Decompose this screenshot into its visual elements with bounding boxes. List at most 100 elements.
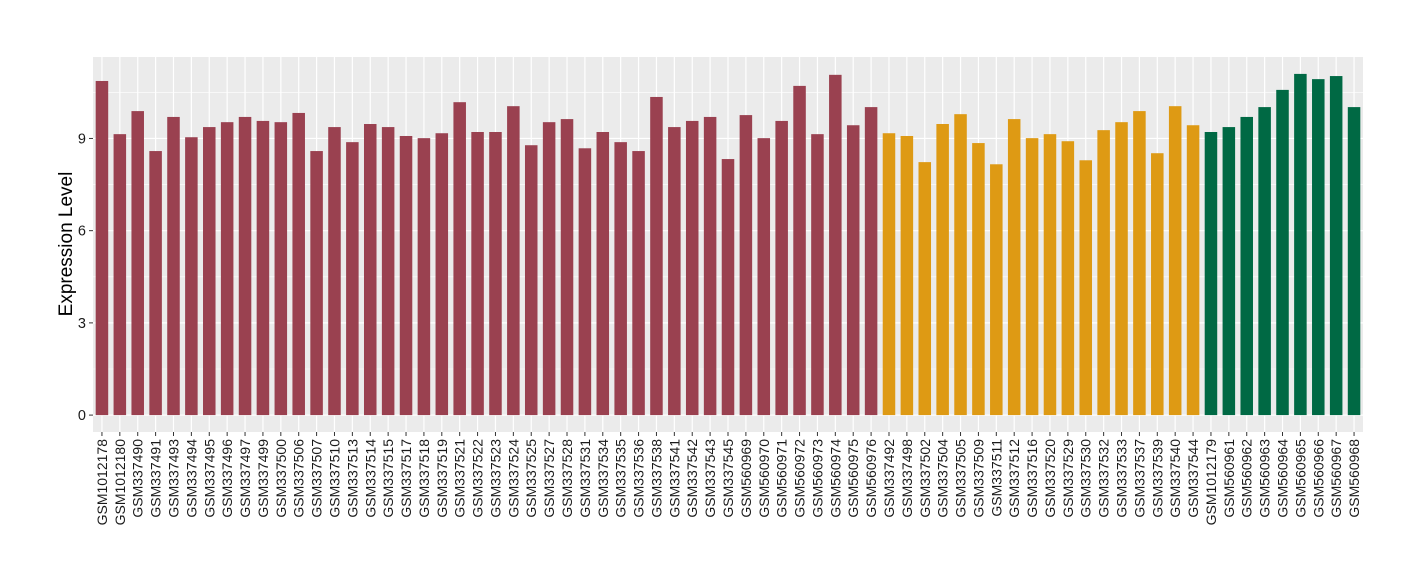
bar-GSM1012180: [113, 134, 127, 416]
x-tick-label: GSM337492: [881, 439, 897, 518]
x-tick-label: GSM337498: [899, 439, 915, 518]
x-tick-label: GSM337523: [487, 439, 503, 518]
bar-GSM337521: [453, 102, 466, 416]
bar-GSM337541: [668, 127, 681, 416]
x-tick-label: GSM337525: [523, 439, 539, 518]
bar-GSM337536: [632, 151, 645, 416]
bar-GSM337514: [363, 124, 377, 416]
bar-GSM337528: [560, 119, 574, 416]
bar-GSM337531: [578, 148, 592, 416]
bar-GSM337525: [524, 145, 538, 416]
bar-GSM337524: [507, 106, 520, 416]
x-tick-label: GSM337496: [219, 439, 235, 518]
x-tick-label: GSM337494: [183, 439, 199, 518]
bar-GSM337523: [489, 132, 502, 416]
bar-GSM337542: [685, 120, 699, 416]
bar-GSM337499: [256, 120, 270, 416]
x-tick-label: GSM560967: [1328, 439, 1344, 518]
x-tick-label: GSM560976: [863, 439, 879, 518]
bar-GSM337504: [936, 124, 949, 416]
bar-GSM337518: [417, 138, 431, 416]
x-tick-label: GSM560962: [1239, 439, 1255, 518]
x-tick-label: GSM337516: [1024, 439, 1040, 518]
x-tick-label: GSM337506: [291, 439, 307, 518]
x-tick-label: GSM337513: [344, 439, 360, 518]
y-tick-label: 9: [78, 131, 86, 147]
bar-GSM337522: [471, 132, 484, 416]
bar-GSM337539: [1151, 153, 1164, 416]
bar-GSM337492: [882, 133, 896, 416]
bar-GSM560967: [1329, 76, 1343, 416]
x-tick-label: GSM337511: [988, 439, 1004, 517]
x-tick-label: GSM337509: [970, 439, 986, 518]
bar-GSM560972: [793, 85, 806, 416]
bar-GSM560962: [1240, 116, 1253, 416]
bar-GSM337498: [900, 135, 914, 416]
x-tick-label: GSM337510: [326, 439, 342, 518]
x-tick-label: GSM1012180: [112, 439, 128, 526]
x-tick-label: GSM337535: [613, 439, 629, 518]
bars: [95, 73, 1361, 416]
bar-GSM560971: [775, 120, 788, 416]
bar-GSM560975: [846, 125, 860, 416]
x-tick-label: GSM560971: [774, 439, 790, 518]
x-tick-label: GSM560964: [1275, 439, 1291, 518]
bar-GSM337505: [954, 114, 967, 416]
x-tick-label: GSM337534: [595, 439, 611, 518]
bar-GSM560976: [864, 107, 878, 416]
x-tick-label: GSM560966: [1310, 439, 1326, 518]
x-tick-label: GSM337491: [148, 439, 164, 518]
bar-GSM337511: [990, 164, 1003, 416]
bar-GSM337529: [1061, 141, 1075, 416]
x-tick-label: GSM337521: [452, 439, 468, 518]
bar-GSM560966: [1312, 79, 1325, 416]
y-axis-label: Expression Level: [56, 172, 77, 317]
x-tick-label: GSM337507: [309, 439, 325, 518]
x-tick-label: GSM337512: [1006, 439, 1022, 518]
bar-GSM560961: [1222, 127, 1236, 416]
x-tick-label: GSM560970: [756, 439, 772, 518]
y-tick-label: 3: [78, 316, 86, 332]
y-axis: 0 3 6 9: [78, 131, 93, 424]
y-tick-label: 6: [78, 224, 86, 240]
bar-GSM560964: [1276, 89, 1289, 416]
bar-GSM337500: [274, 122, 288, 416]
bar-GSM560973: [811, 134, 824, 416]
x-tick-label: GSM337532: [1096, 439, 1112, 518]
x-tick-label: GSM337524: [505, 439, 521, 518]
x-tick-label: GSM337544: [1185, 439, 1201, 518]
bar-GSM337515: [381, 127, 395, 416]
bar-GSM337535: [614, 142, 627, 416]
bar-GSM337540: [1168, 106, 1182, 416]
x-tick-label: GSM560974: [827, 439, 843, 518]
x-tick-label: GSM337515: [380, 439, 396, 518]
bar-GSM337532: [1097, 130, 1110, 416]
x-tick-label: GSM560968: [1346, 439, 1362, 518]
x-tick-label: GSM337502: [917, 439, 933, 518]
x-tick-label: GSM337495: [201, 439, 217, 518]
bar-GSM337496: [220, 122, 234, 416]
x-tick-label: GSM337542: [684, 439, 700, 518]
y-tick-label: 0: [78, 408, 86, 424]
bar-GSM337517: [399, 135, 413, 416]
x-tick-label: GSM337522: [470, 439, 486, 518]
bar-GSM337490: [131, 111, 144, 416]
bar-GSM337534: [596, 132, 610, 416]
x-tick-label: GSM337518: [416, 439, 432, 518]
x-tick-label: GSM337504: [935, 439, 951, 518]
x-tick-label: GSM337517: [398, 439, 414, 518]
bar-GSM337530: [1079, 160, 1093, 416]
x-tick-label: GSM337530: [1078, 439, 1094, 518]
x-tick-label: GSM337529: [1060, 439, 1076, 518]
x-tick-label: GSM560961: [1221, 439, 1237, 518]
x-tick-label: GSM337537: [1131, 439, 1147, 518]
x-tick-label: GSM337528: [559, 439, 575, 518]
bar-GSM560974: [829, 74, 842, 416]
bar-GSM337509: [972, 143, 985, 416]
x-tick-label: GSM337519: [434, 439, 450, 518]
bar-GSM337543: [703, 116, 717, 416]
bar-GSM560970: [757, 138, 771, 416]
bar-GSM337544: [1186, 125, 1200, 416]
bar-GSM337527: [542, 122, 556, 416]
